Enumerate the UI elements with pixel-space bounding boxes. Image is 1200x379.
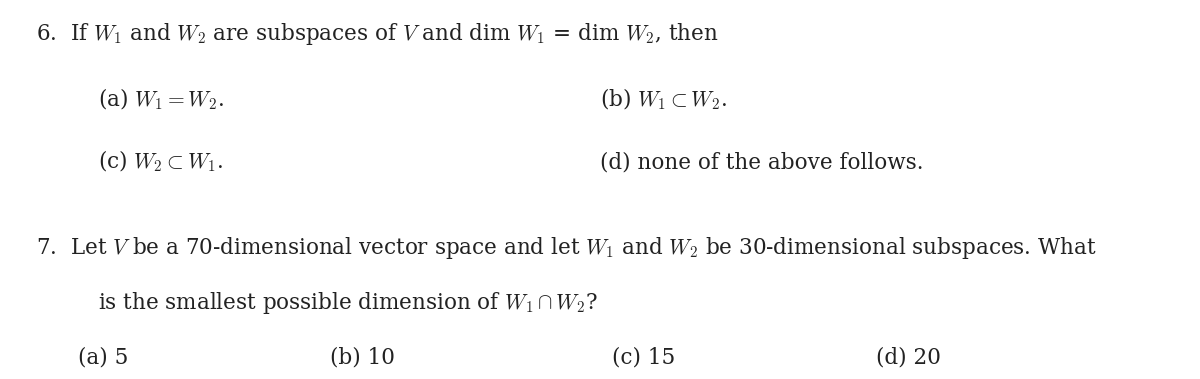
Text: (d) none of the above follows.: (d) none of the above follows. bbox=[600, 152, 924, 174]
Text: (b) $W_1 \subset W_2$.: (b) $W_1 \subset W_2$. bbox=[600, 86, 727, 112]
Text: (a) 5: (a) 5 bbox=[78, 347, 128, 369]
Text: (d) 20: (d) 20 bbox=[876, 347, 941, 369]
Text: 7.  Let $V$ be a 70-dimensional vector space and let $W_1$ and $W_2$ be 30-dimen: 7. Let $V$ be a 70-dimensional vector sp… bbox=[36, 235, 1097, 261]
Text: (b) 10: (b) 10 bbox=[330, 347, 395, 369]
Text: 6.  If $W_1$ and $W_2$ are subspaces of $V$ and dim $W_1$ = dim $W_2$, then: 6. If $W_1$ and $W_2$ are subspaces of $… bbox=[36, 21, 719, 47]
Text: (a) $W_1 = W_2$.: (a) $W_1 = W_2$. bbox=[98, 86, 224, 112]
Text: is the smallest possible dimension of $W_1 \cap W_2$?: is the smallest possible dimension of $W… bbox=[98, 290, 598, 316]
Text: (c) 15: (c) 15 bbox=[612, 347, 676, 369]
Text: (c) $W_2 \subset W_1$.: (c) $W_2 \subset W_1$. bbox=[98, 149, 223, 174]
